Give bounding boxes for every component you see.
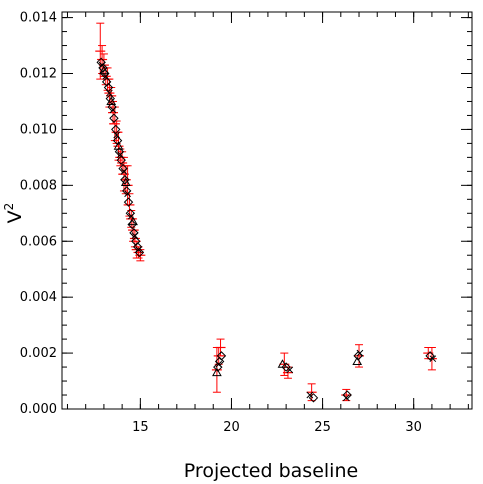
x-point [215, 360, 223, 368]
tick-labels: 15 20 25 30 0.000 0.002 0.004 0.006 0.008 0.010 0.… [20, 11, 422, 435]
y-tick-label: 0.014 [20, 11, 57, 26]
y-tick-label: 0.006 [20, 234, 57, 249]
x-point [131, 232, 139, 240]
series-2 [98, 61, 437, 402]
diamond-point [120, 175, 130, 185]
x-point [135, 246, 142, 253]
y-tick-label: 0.008 [20, 178, 57, 193]
x-point [429, 355, 437, 363]
y-axis-label: V2 [2, 203, 26, 224]
x-tick-label: 20 [223, 420, 240, 435]
x-point [109, 106, 117, 114]
x-point [113, 131, 121, 139]
triangle-point [120, 177, 131, 187]
y-tick-label: 0.002 [20, 346, 57, 361]
tick-marks [62, 12, 472, 410]
diamond-point [116, 155, 126, 165]
x-point [120, 168, 128, 175]
triangle-point [128, 216, 138, 226]
x-axis-label: Projected baseline [184, 460, 358, 482]
y-axis-label-superscript: 2 [2, 203, 16, 211]
x-point [106, 89, 113, 97]
plot-frame [61, 11, 473, 410]
diamond-point [425, 351, 435, 361]
triangle-point [212, 367, 222, 377]
triangle-point [277, 359, 288, 368]
data-points [95, 22, 437, 403]
diamond-point [281, 362, 291, 372]
diamond-point [105, 93, 115, 104]
x-tick-label: 15 [132, 420, 149, 435]
y-tick-label: 0.004 [20, 290, 57, 305]
triangle-point [113, 141, 124, 150]
x-point [124, 190, 131, 198]
red-error-point [306, 383, 317, 402]
x-point [356, 349, 364, 357]
triangle-point [99, 65, 109, 75]
x-point [102, 72, 110, 80]
y-tick-label: 0.012 [20, 67, 57, 82]
triangle-point [106, 96, 117, 105]
x-point [286, 366, 294, 374]
axes-frame [61, 11, 473, 410]
diamond-point [109, 113, 119, 123]
series-1 [96, 57, 435, 403]
y-tick-label: 0.000 [20, 402, 57, 417]
x-point [306, 391, 314, 399]
y-tick-label: 0.010 [20, 122, 57, 137]
x-tick-label: 25 [314, 420, 331, 435]
series-3 [99, 65, 363, 377]
red-error-point [109, 106, 120, 142]
series-0 [95, 22, 437, 402]
x-point [342, 394, 350, 402]
x-point [116, 151, 124, 158]
diamond-point [216, 351, 227, 361]
y-axis-label-base: V [4, 210, 26, 223]
diamond-point [123, 197, 134, 207]
triangle-point [352, 356, 363, 365]
x-tick-label: 30 [405, 420, 422, 435]
